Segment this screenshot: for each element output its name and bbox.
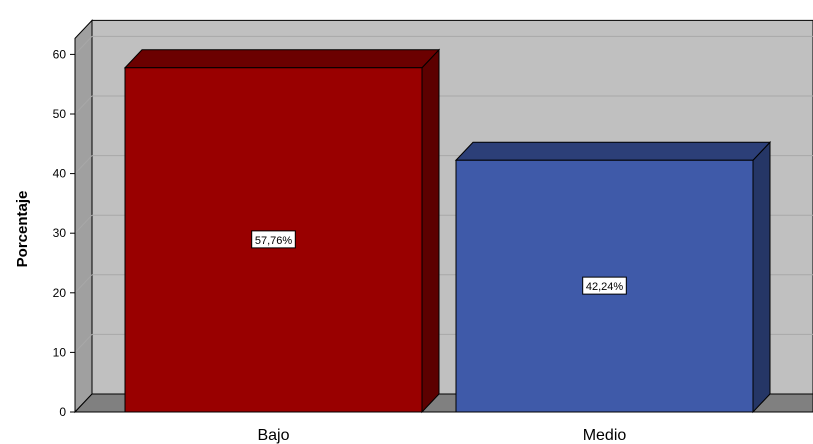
gridline-side [74, 155, 93, 174]
data-label-box [251, 230, 296, 249]
bar-top [123, 49, 441, 69]
y-tick-label: 60 [53, 47, 67, 61]
bar-medio: 42,24% [454, 140, 772, 414]
side-wall [74, 19, 93, 414]
data-label-text: 57,76% [255, 235, 293, 247]
y-tick-label: 10 [53, 345, 67, 359]
bar-side [752, 140, 771, 414]
y-tick-label: 20 [53, 286, 67, 300]
gridline-side [74, 334, 93, 353]
y-tick-label: 40 [53, 167, 67, 181]
bar-side [421, 48, 440, 414]
bar-bajo: 57,76% [123, 48, 441, 414]
bars: 57,76% 42,24% [123, 48, 772, 414]
x-category-label: Medio [583, 427, 627, 444]
y-axis-label: Porcentaje [14, 191, 31, 268]
y-tick-label: 50 [53, 107, 67, 121]
y-tick-label: 30 [53, 226, 67, 240]
data-label-text: 42,24% [586, 281, 624, 293]
data-label: 57,76% [251, 230, 296, 249]
y-axis: 0 10 20 30 40 50 60 [53, 38, 76, 419]
gridline-side [74, 36, 93, 55]
x-axis: Bajo Medio [257, 427, 626, 444]
gridline-side [74, 95, 93, 115]
y-tick-label: 0 [59, 405, 66, 419]
data-label: 42,24% [582, 276, 627, 295]
bar-top [454, 141, 772, 161]
data-label-box [582, 276, 627, 295]
gridline-side [74, 214, 93, 234]
gridline-side [74, 274, 93, 294]
x-category-label: Bajo [257, 427, 289, 444]
